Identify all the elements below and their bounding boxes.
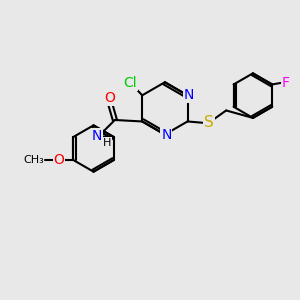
Text: S: S [204,116,214,130]
Text: N: N [92,129,102,143]
Text: O: O [104,91,115,105]
Text: CH₃: CH₃ [23,155,44,165]
Text: F: F [282,76,290,90]
Text: N: N [161,128,172,142]
Text: H: H [103,138,112,148]
Text: O: O [54,153,64,167]
Text: N: N [184,88,194,102]
Text: Cl: Cl [124,76,137,90]
